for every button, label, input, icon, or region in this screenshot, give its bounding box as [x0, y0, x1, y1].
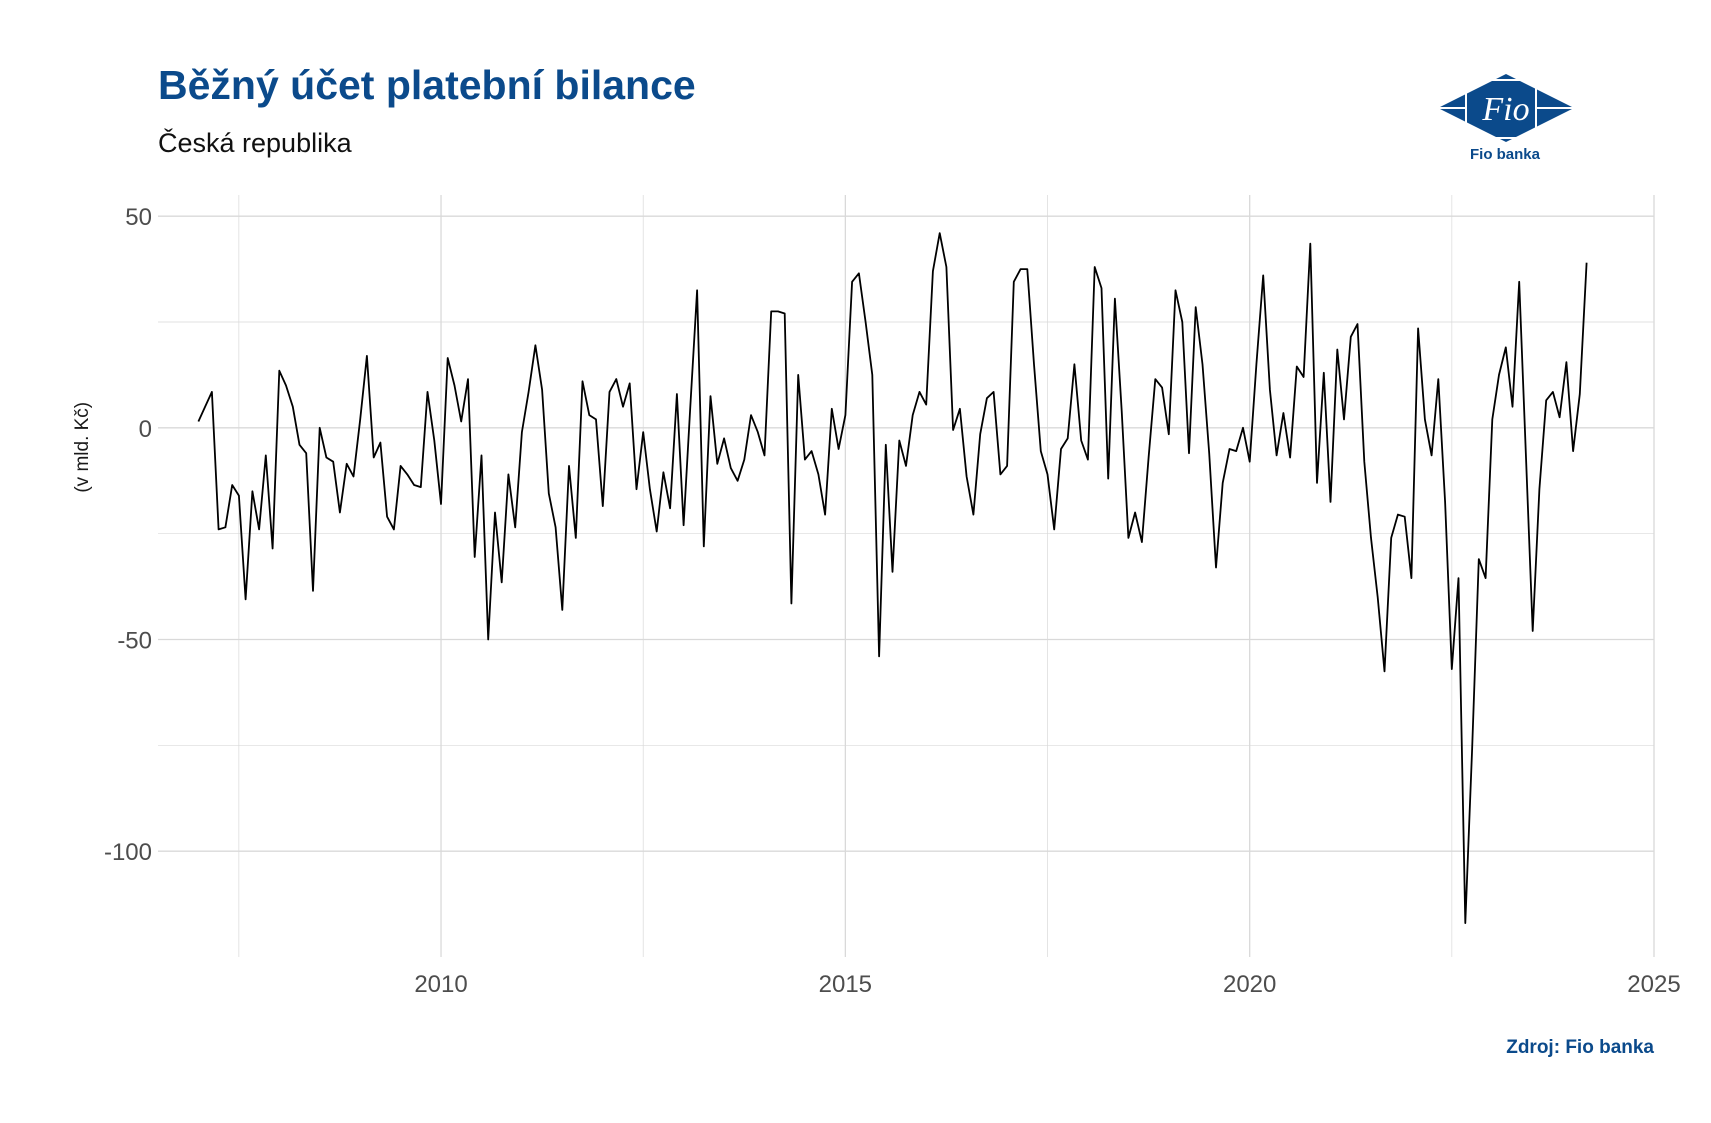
logo-text: Fio — [1481, 91, 1529, 128]
chart-title: Běžný účet platební bilance — [158, 62, 696, 108]
fio-logo-icon: Fio — [1438, 74, 1574, 142]
x-tick-label: 2010 — [414, 971, 467, 998]
series-line — [197, 232, 1588, 924]
x-tick-label: 2015 — [819, 971, 872, 998]
y-tick-label: -50 — [117, 628, 152, 655]
chart-subtitle: Česká republika — [158, 128, 352, 158]
x-tick-label: 2025 — [1627, 971, 1680, 998]
y-tick-label: -100 — [104, 839, 152, 866]
y-tick-label: 0 — [139, 416, 152, 443]
x-axis-ticks: 2010 2015 2020 2025 — [414, 971, 1680, 998]
y-axis-label: (v mld. Kč) — [72, 402, 93, 493]
source-note: Zdroj: Fio banka — [1506, 1037, 1654, 1058]
y-axis-ticks: 50 0 -50 -100 — [104, 204, 152, 866]
chart-grid — [158, 195, 1655, 957]
logo-caption: Fio banka — [1469, 146, 1540, 163]
y-tick-label: 50 — [125, 204, 152, 231]
x-tick-label: 2020 — [1223, 971, 1276, 998]
